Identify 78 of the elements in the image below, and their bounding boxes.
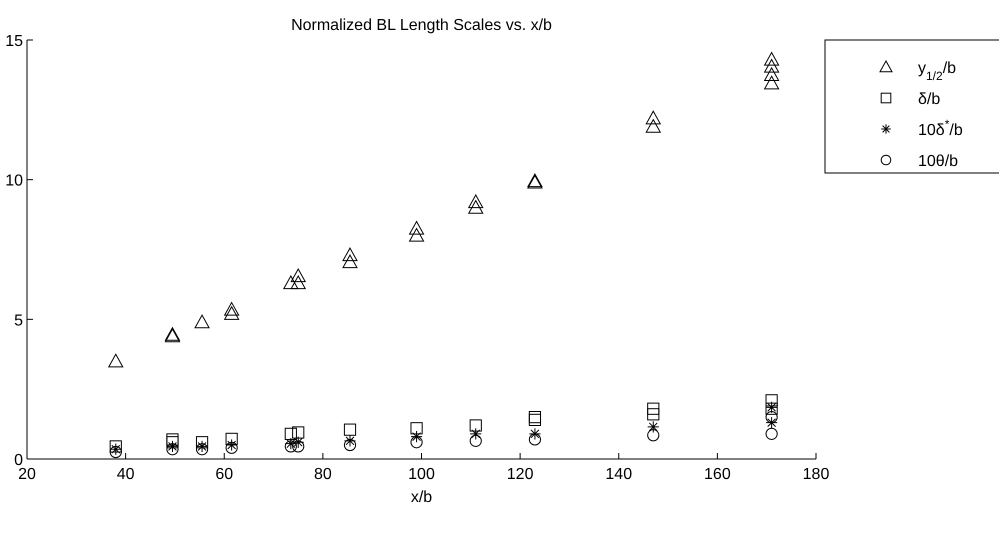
point [344, 438, 356, 452]
point [766, 416, 778, 429]
point [646, 119, 661, 133]
x-tick-label: 160 [704, 466, 731, 483]
point [410, 422, 423, 434]
legend-label: y$_{1/2}$/b [918, 60, 956, 83]
legend-label: 10δ$^{*}$/b [918, 117, 963, 139]
point [766, 411, 778, 424]
point [284, 438, 297, 450]
point [470, 428, 482, 440]
point [284, 428, 297, 440]
point [166, 440, 179, 453]
point [166, 433, 179, 446]
point [409, 228, 424, 242]
point [647, 420, 660, 433]
point [470, 419, 482, 432]
x-tick-label: 140 [605, 466, 632, 483]
x-tick-label: 80 [314, 466, 332, 483]
point [166, 436, 179, 448]
point [646, 110, 661, 124]
point [226, 442, 238, 454]
point [196, 440, 208, 453]
point [468, 200, 484, 214]
point [764, 59, 780, 73]
point [764, 76, 780, 90]
point [110, 440, 122, 453]
x-tick-label: 20 [18, 466, 36, 483]
point [344, 424, 356, 436]
point [110, 446, 122, 458]
x-tick-label: 180 [802, 466, 830, 483]
point [283, 276, 298, 290]
point [166, 443, 179, 456]
x-axis-title: x/b [410, 489, 432, 506]
point [470, 434, 482, 447]
point [292, 436, 304, 448]
x-tick-label: 100 [408, 466, 435, 483]
y-tick-label: 0 [14, 452, 24, 469]
x-tick-label: 40 [116, 466, 135, 483]
point [528, 433, 542, 446]
point [224, 302, 240, 316]
point [409, 221, 424, 235]
point [410, 436, 423, 448]
x-tick-label: 120 [506, 466, 534, 483]
point [764, 52, 780, 66]
point [468, 194, 484, 208]
y-tick-label: 10 [5, 172, 24, 190]
point [528, 428, 542, 440]
point [194, 314, 210, 328]
point [528, 411, 542, 424]
point [290, 276, 306, 290]
point [290, 268, 306, 282]
point [224, 306, 240, 320]
legend-label: 10θ/b [918, 153, 958, 170]
point [528, 414, 542, 426]
y-tick-label: 5 [14, 312, 24, 330]
point [344, 434, 356, 447]
point [764, 67, 780, 82]
point [292, 440, 304, 453]
point [342, 248, 358, 262]
y-tick-label: 15 [5, 33, 24, 50]
point [292, 426, 304, 439]
point [284, 440, 297, 453]
point [647, 429, 660, 442]
point [766, 394, 778, 406]
point [196, 436, 208, 448]
point [226, 432, 238, 445]
point [110, 443, 122, 456]
point [108, 354, 124, 368]
point [342, 254, 358, 268]
point [226, 438, 238, 452]
point [766, 428, 778, 440]
point [410, 430, 423, 443]
point [196, 443, 208, 456]
point [647, 408, 660, 420]
legend-label: δ/b [918, 91, 940, 108]
chart-title: Normalized BL Length Scales vs. x/b [291, 17, 552, 34]
x-tick-label: 60 [215, 466, 234, 483]
point [647, 402, 660, 415]
